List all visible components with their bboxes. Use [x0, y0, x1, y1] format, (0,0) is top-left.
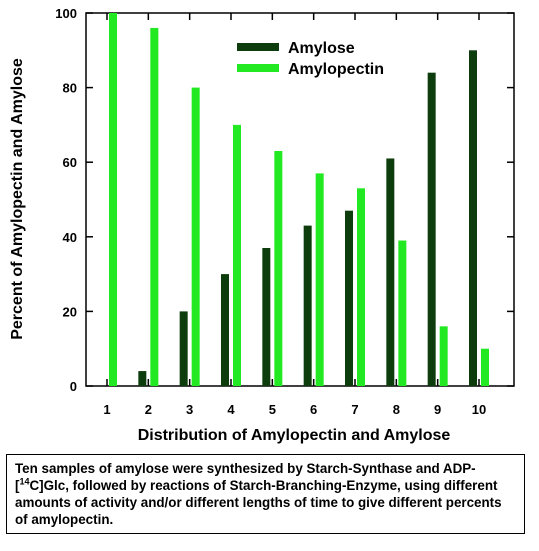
y-tick-label: 0 — [70, 379, 77, 394]
legend-label-amylopectin: Amylopectin — [288, 61, 384, 78]
x-tick-label: 6 — [310, 402, 317, 417]
y-axis-label: Percent of Amylopectin and Amylose — [9, 58, 26, 340]
x-tick-label: 4 — [227, 402, 235, 417]
bar-amylose-5 — [262, 247, 271, 386]
bar-amylose-7 — [345, 210, 353, 386]
legend-swatch-amylose — [237, 43, 279, 51]
x-axis: 1 2 3 4 5 6 7 8 9 10 — [103, 13, 486, 417]
x-tick-label: 10 — [472, 402, 486, 417]
bar-amylose-4 — [221, 274, 229, 386]
caption-text-part-2: C]Glc, followed by reactions of Starch-B… — [15, 478, 502, 527]
x-tick-label: 5 — [269, 402, 276, 417]
plot-frame — [85, 12, 515, 387]
y-tick-label: 40 — [63, 230, 77, 245]
bar-amylose-10 — [469, 50, 477, 387]
bar-amylopectin-5 — [274, 151, 283, 386]
bar-amylose-9 — [427, 72, 436, 387]
bar-amylopectin-4 — [233, 124, 241, 387]
legend: Amylose Amylopectin — [237, 40, 384, 78]
y-tick-label: 80 — [63, 81, 77, 96]
y-tick-label: 100 — [55, 6, 77, 21]
figure-caption: Ten samples of amylose were synthesized … — [6, 454, 525, 534]
y-axis: 0 20 40 60 80 100 — [55, 6, 514, 394]
x-tick-label: 1 — [103, 402, 110, 417]
bar-amylopectin-8 — [398, 240, 407, 386]
y-tick-label: 20 — [63, 304, 77, 319]
legend-swatch-amylopectin — [237, 64, 279, 72]
bar-amylopectin-9 — [439, 326, 448, 386]
bar-amylopectin-3 — [191, 87, 200, 386]
x-tick-label: 2 — [145, 402, 152, 417]
x-tick-label: 9 — [434, 402, 441, 417]
bar-amylose-3 — [179, 311, 188, 386]
bar-amylose-6 — [303, 225, 312, 386]
bar-amylose-2 — [138, 371, 147, 386]
x-axis-label: Distribution of Amylopectin and Amylose — [138, 427, 451, 444]
bar-amylopectin-1 — [109, 13, 117, 386]
bar-amylopectin-6 — [315, 173, 324, 386]
y-tick-label: 60 — [63, 155, 77, 170]
chart: 0 20 40 60 80 100 1 2 3 4 5 6 7 8 9 10 Amylose Amylopec… — [9, 6, 515, 444]
bar-amylose-8 — [386, 158, 395, 386]
bar-amylopectin-2 — [150, 27, 159, 386]
bar-amylopectin-10 — [481, 348, 489, 386]
x-tick-label: 7 — [351, 402, 358, 417]
legend-label-amylose: Amylose — [288, 40, 355, 57]
caption-text-part-1: Ten samples of amylose were synthesized … — [15, 461, 476, 493]
x-tick-label: 3 — [186, 402, 193, 417]
x-tick-label: 8 — [393, 402, 400, 417]
bar-amylopectin-7 — [357, 188, 365, 386]
caption-superscript: 14 — [19, 476, 30, 487]
bars — [109, 13, 489, 387]
